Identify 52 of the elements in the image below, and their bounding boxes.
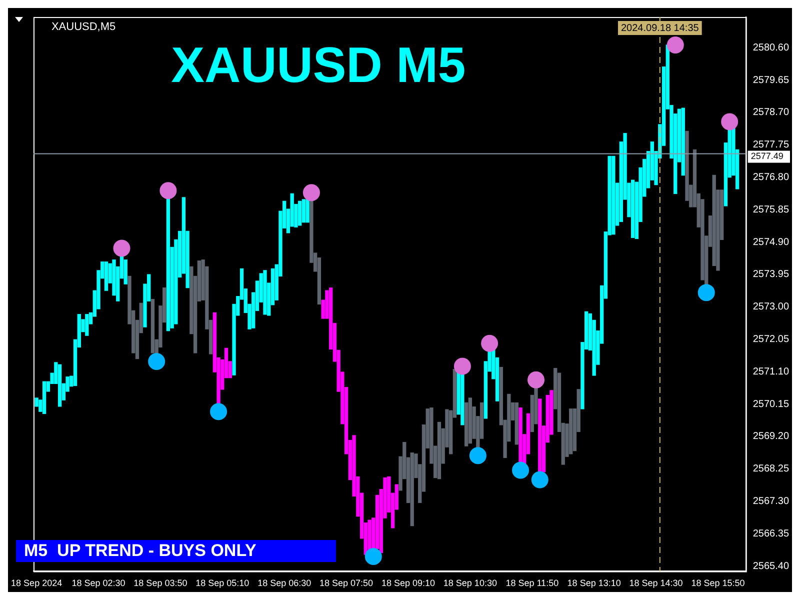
y-tick-label: 2567.30 — [752, 496, 790, 508]
y-tick-label: 2573.00 — [752, 302, 790, 313]
point — [210, 403, 228, 420]
x-tick-label: 18 Sep 15:50 — [691, 578, 745, 588]
x-tick-label: 18 Sep 13:10 — [567, 578, 621, 588]
candlestick — [306, 199, 310, 223]
y-tick-label: 2566.35 — [752, 528, 790, 540]
point — [528, 371, 545, 388]
y-tick-label: 2568.25 — [752, 464, 790, 475]
x-tick-label: 18 Sep 07:50 — [320, 578, 374, 588]
x-tick-label: 18 Sep 05:10 — [196, 578, 250, 588]
y-tick-label: 2570.15 — [752, 398, 790, 410]
candlestick — [85, 314, 89, 336]
x-tick-label: 18 Sep 10:30 — [443, 578, 497, 588]
x-tick-label: 18 Sep 14:30 — [629, 578, 683, 588]
point — [160, 182, 177, 200]
point — [148, 352, 166, 370]
y-tick-label: 2571.10 — [752, 366, 790, 378]
ref-line-label: 2577.49 — [750, 151, 784, 162]
annotation: XAUUSD,M5 — [51, 21, 116, 34]
y-tick-label: 2565.40 — [752, 560, 790, 572]
point — [666, 36, 684, 54]
x-tick-label: 18 Sep 09:10 — [381, 578, 436, 588]
point — [698, 284, 715, 302]
point — [454, 358, 471, 375]
y-tick-label: 2569.20 — [752, 431, 790, 442]
point — [531, 471, 548, 488]
y-tick-label: 2574.90 — [752, 236, 790, 248]
point — [721, 113, 738, 130]
point — [364, 548, 382, 566]
y-tick-label: 2575.85 — [752, 204, 790, 216]
chart-title: XAUUSD M5 — [171, 36, 466, 93]
label-box: M5 UP TREND - BUYS ONLY — [16, 540, 336, 562]
y-tick-label: 2579.65 — [752, 74, 790, 86]
y-tick-label: 2576.80 — [752, 172, 790, 184]
x-tick-label: 18 Sep 2024 — [11, 578, 62, 588]
point — [113, 240, 130, 257]
y-tick-label: 2580.60 — [752, 42, 790, 54]
y-tick-label: 2572.05 — [752, 334, 790, 346]
y-tick-label: 2578.70 — [752, 107, 790, 118]
ref-line-label: 2024.09.18 14:35 — [620, 22, 700, 34]
point — [302, 184, 320, 202]
point — [481, 334, 498, 352]
candlestick — [302, 199, 306, 223]
x-tick-label: 18 Sep 02:30 — [72, 578, 126, 588]
x-tick-label: 18 Sep 11:50 — [506, 578, 559, 588]
y-tick-label: 2573.95 — [752, 269, 790, 280]
y-tick-label: 2577.75 — [752, 140, 790, 151]
point — [512, 462, 530, 479]
point — [469, 447, 486, 464]
x-tick-label: 18 Sep 03:50 — [134, 578, 188, 588]
x-tick-label: 18 Sep 06:30 — [258, 578, 312, 588]
